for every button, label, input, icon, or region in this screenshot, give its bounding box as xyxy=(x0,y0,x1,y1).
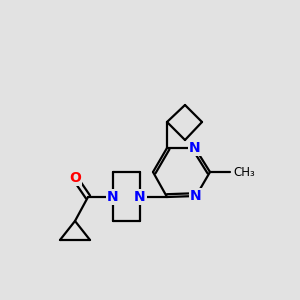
Text: N: N xyxy=(190,189,202,203)
Text: N: N xyxy=(107,190,119,204)
Text: O: O xyxy=(69,171,81,185)
Text: CH₃: CH₃ xyxy=(233,166,255,178)
Text: N: N xyxy=(134,190,146,204)
Text: N: N xyxy=(189,141,201,155)
